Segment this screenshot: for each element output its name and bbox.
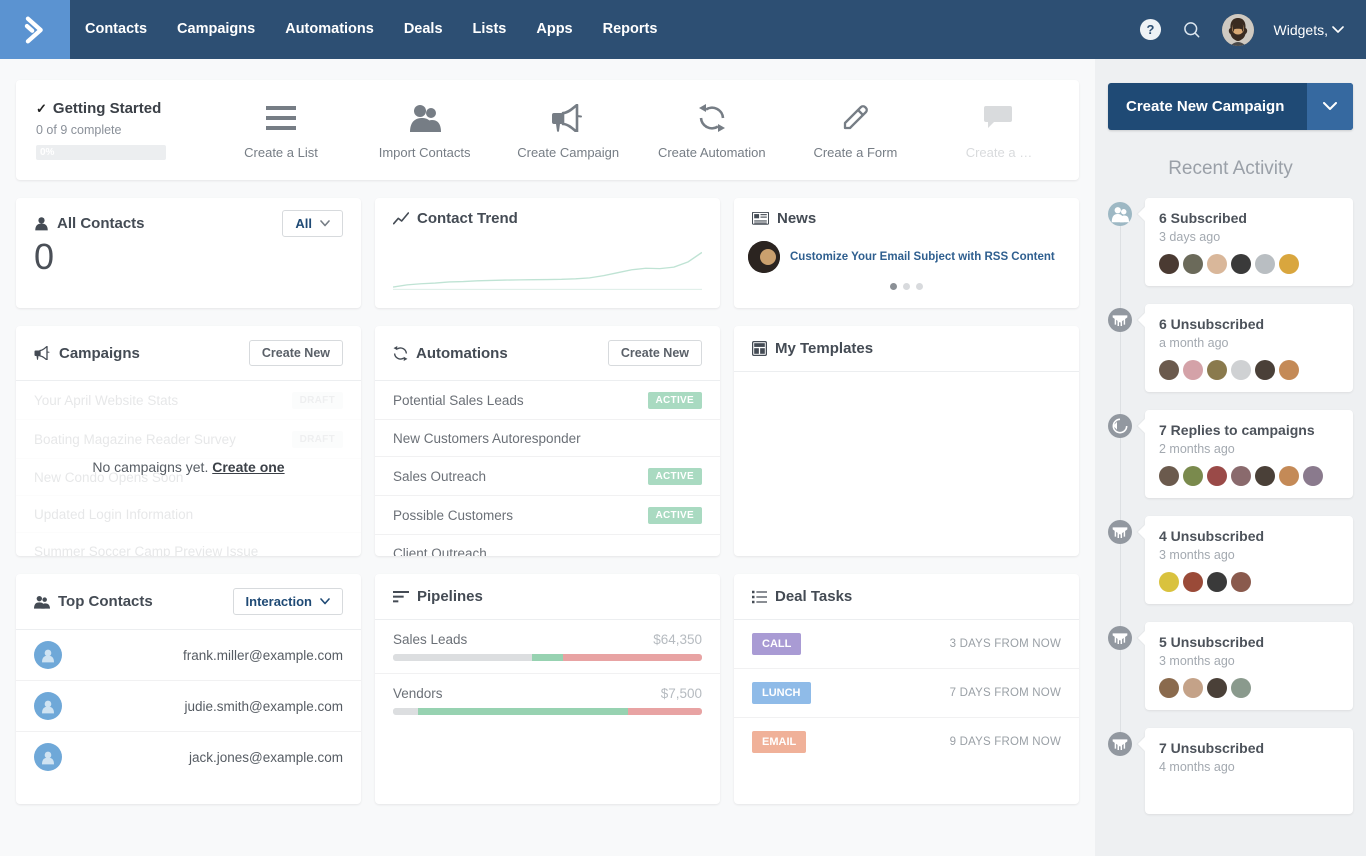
svg-text:?: ? — [1146, 22, 1154, 37]
